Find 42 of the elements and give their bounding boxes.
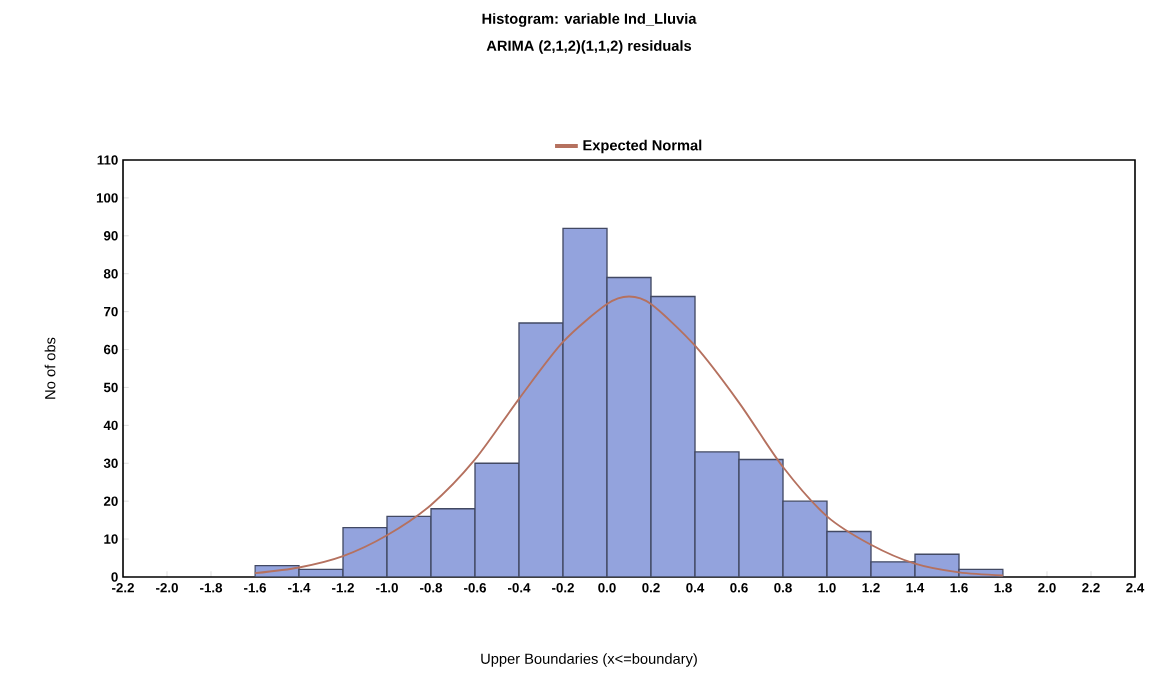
y-tick-label: 20 xyxy=(103,496,118,506)
x-tick-label: -0.2 xyxy=(552,583,574,593)
x-tick-label: 0.0 xyxy=(598,583,616,593)
x-tick-label: -0.6 xyxy=(464,583,487,593)
line-series xyxy=(254,295,1004,577)
x-tick-label: 2.0 xyxy=(1038,583,1056,593)
chart-title: Histogram: variable Ind_Lluvia xyxy=(482,13,697,27)
x-tick-label: 1.6 xyxy=(950,583,968,593)
x-tick-label: -0.8 xyxy=(420,583,443,593)
x-axis-title: Upper Boundaries (x<=boundary) xyxy=(481,653,697,667)
x-tick-label: -1.6 xyxy=(244,583,267,593)
y-tick-label: 80 xyxy=(103,269,118,279)
y-tick-label: 10 xyxy=(104,534,118,544)
x-tick-label: -0.4 xyxy=(508,583,531,593)
x-tick-label: 2.2 xyxy=(1082,583,1100,593)
x-tick-label: 1.0 xyxy=(818,583,836,593)
x-tick-label: -1.0 xyxy=(376,583,398,593)
x-tick-label: 0.4 xyxy=(686,583,705,593)
y-tick-label: 50 xyxy=(103,382,118,393)
x-tick-label: -2.2 xyxy=(112,583,134,593)
x-tick-label: 0.8 xyxy=(774,583,792,593)
x-tick-label: 2.4 xyxy=(1126,583,1145,593)
x-tick-label: 1.2 xyxy=(862,583,880,593)
x-tick-label: 1.4 xyxy=(906,583,925,593)
x-tick-label: 1.8 xyxy=(994,583,1012,593)
y-tick-label: 30 xyxy=(103,458,118,468)
y-tick-label: 0 xyxy=(111,572,118,582)
y-tick-label: 40 xyxy=(103,420,118,431)
x-tick-label: -1.2 xyxy=(332,583,354,593)
x-tick-label: -1.8 xyxy=(200,583,223,593)
y-tick-label: 90 xyxy=(103,231,118,241)
chart-subtitle: ARIMA (2,1,2)(1,1,2) residuals xyxy=(486,40,692,54)
y-tick-label: 70 xyxy=(104,306,118,317)
legend-label: Expected Normal xyxy=(583,139,702,154)
x-tick-label: -1.4 xyxy=(288,583,311,593)
y-tick-label: 100 xyxy=(96,193,118,203)
x-tick-label: 0.6 xyxy=(730,583,748,593)
x-tick-label: 0.2 xyxy=(642,583,660,593)
y-tick-label: 60 xyxy=(103,344,118,355)
y-axis-title: No of obs xyxy=(44,337,56,399)
x-tick-label: -2.0 xyxy=(156,583,178,593)
y-tick-label: 110 xyxy=(97,155,118,165)
